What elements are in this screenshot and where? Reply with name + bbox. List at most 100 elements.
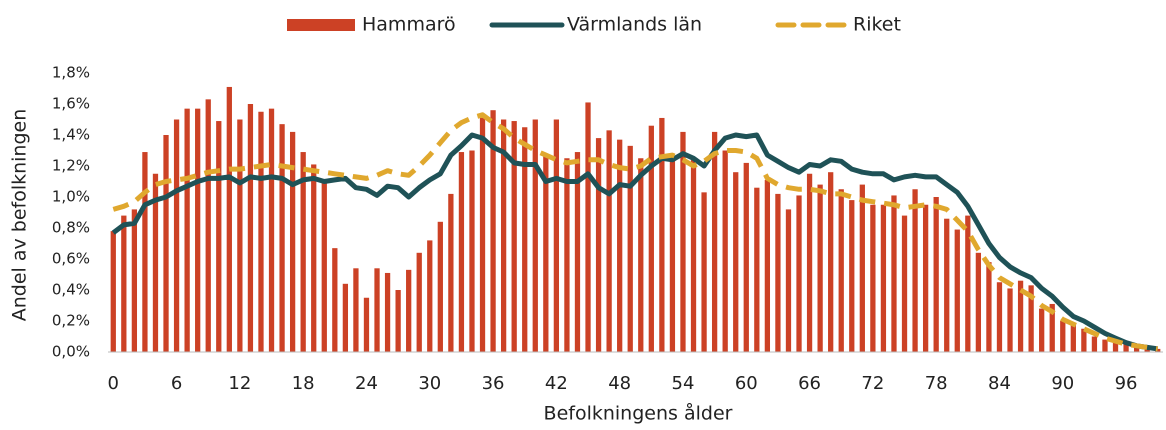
bar	[300, 152, 306, 352]
y-tick-label: 0,6%	[52, 250, 90, 268]
bar	[817, 184, 823, 352]
x-tick-label: 18	[292, 373, 315, 394]
y-tick-label: 1,6%	[52, 95, 90, 113]
bar	[975, 252, 982, 352]
bar	[828, 172, 834, 352]
bar	[627, 145, 633, 352]
bar	[522, 127, 528, 352]
bar	[764, 179, 771, 352]
x-tick-label: 12	[228, 373, 251, 394]
bar	[754, 187, 760, 352]
x-tick-label: 90	[1051, 373, 1074, 394]
bar	[374, 268, 380, 352]
bar	[733, 172, 739, 352]
bar	[564, 158, 570, 352]
bar	[912, 189, 918, 352]
x-tick-label: 6	[171, 373, 182, 394]
bar	[1091, 336, 1098, 352]
bar	[1028, 285, 1034, 352]
bar	[311, 164, 317, 352]
bar	[669, 158, 676, 352]
x-tick-label: 30	[418, 373, 441, 394]
bar	[1049, 303, 1055, 352]
bar	[353, 268, 359, 352]
x-tick-label: 0	[108, 373, 119, 394]
bar	[933, 197, 939, 352]
bar	[796, 195, 802, 352]
bar	[384, 272, 391, 352]
y-tick-label: 1,2%	[52, 157, 90, 175]
legend-label: Hammarö	[362, 14, 456, 36]
x-tick-label: 66	[798, 373, 821, 394]
bar	[838, 189, 844, 352]
bar	[1007, 288, 1013, 352]
y-axis-title: Andel av befolkningen	[9, 109, 31, 322]
bar	[1123, 342, 1129, 352]
line	[111, 132, 1159, 352]
x-tick-label: 24	[355, 373, 378, 394]
bar	[1017, 280, 1024, 352]
bar	[247, 104, 254, 352]
bar	[479, 116, 486, 353]
bar	[363, 297, 370, 352]
bar	[965, 215, 971, 352]
bar	[954, 229, 960, 352]
x-tick-label: 42	[545, 373, 568, 394]
bar	[1039, 308, 1045, 352]
x-tick-label: 48	[608, 373, 631, 394]
bar	[806, 173, 813, 352]
bar	[891, 195, 897, 352]
bar	[427, 240, 433, 352]
bar	[585, 102, 591, 352]
x-tick-label: 36	[482, 373, 505, 394]
bar	[701, 192, 707, 352]
bar	[944, 218, 950, 352]
bar	[680, 131, 686, 352]
x-tick-label: 60	[735, 373, 758, 394]
bar	[216, 121, 222, 352]
y-tick-label: 1,4%	[52, 126, 90, 144]
bar	[880, 204, 887, 352]
bar	[870, 204, 876, 352]
bar	[163, 135, 169, 352]
bar	[342, 283, 349, 352]
bar	[205, 99, 211, 352]
bar	[258, 111, 264, 352]
bar	[500, 119, 507, 352]
bar	[332, 248, 338, 352]
bar	[648, 125, 654, 352]
bar	[173, 119, 180, 352]
bar	[110, 231, 116, 352]
bar	[321, 181, 327, 352]
bar	[490, 110, 496, 352]
legend-label: Värmlands län	[567, 14, 702, 36]
bar	[532, 119, 538, 352]
bar	[131, 209, 138, 352]
bar	[711, 131, 718, 352]
bar	[289, 131, 296, 352]
bar	[458, 152, 465, 352]
x-tick-label: 84	[988, 373, 1011, 394]
bar	[574, 152, 581, 352]
bar	[406, 269, 412, 352]
bar	[743, 162, 749, 352]
bar	[595, 138, 602, 352]
bar	[690, 158, 697, 352]
legend-label: Riket	[853, 14, 901, 36]
bar	[279, 124, 285, 353]
bar	[1060, 321, 1066, 352]
x-tick-label: 54	[672, 373, 695, 394]
y-tick-label: 1,0%	[52, 188, 90, 206]
bar	[859, 184, 865, 352]
x-tick-label: 72	[861, 373, 884, 394]
bar	[901, 215, 908, 352]
bar	[416, 252, 422, 352]
bar	[986, 262, 992, 352]
dashed-line	[112, 112, 1159, 352]
bar	[237, 119, 243, 352]
bar	[437, 221, 443, 352]
bar	[511, 121, 517, 352]
bar	[849, 200, 855, 352]
y-tick-label: 1,8%	[52, 64, 90, 82]
